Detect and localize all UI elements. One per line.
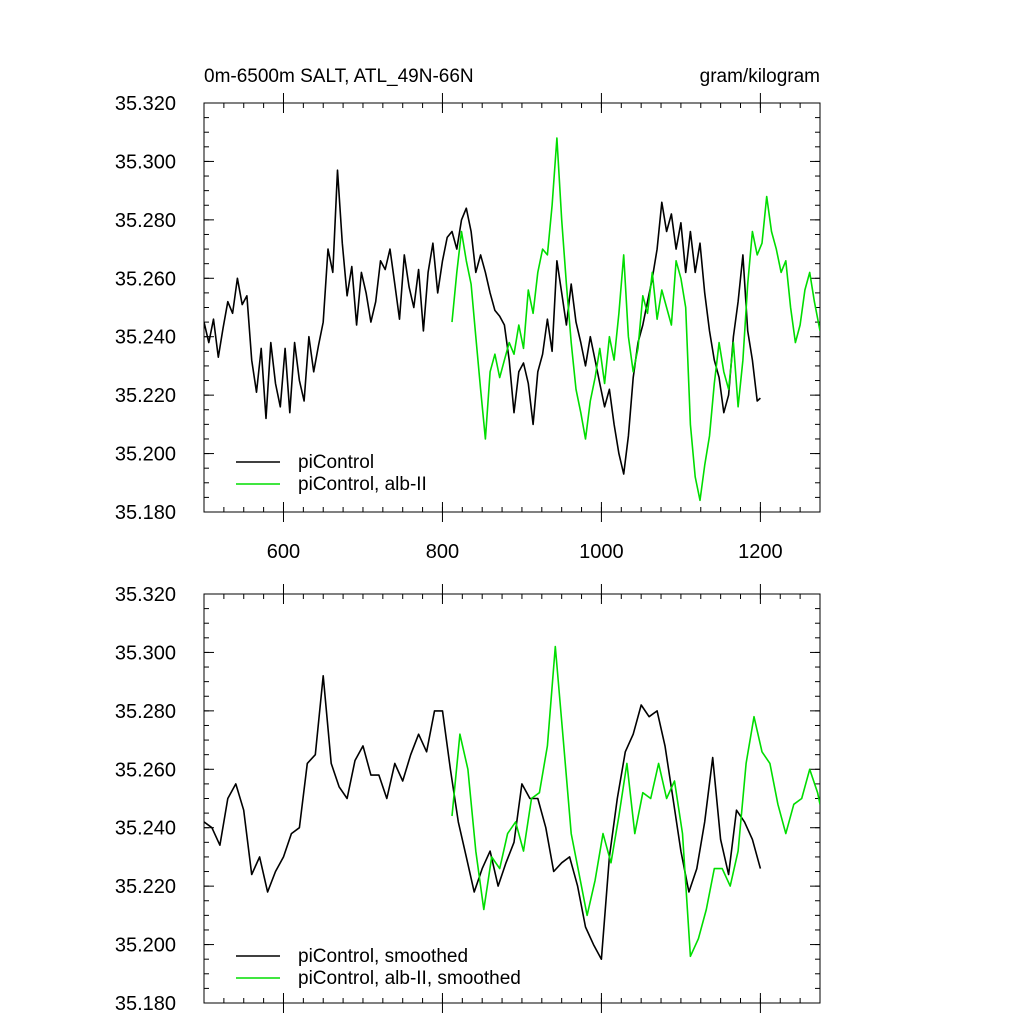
y-tick-label: 35.180 <box>115 993 176 1015</box>
y-tick-label: 35.200 <box>115 935 176 957</box>
legend-label: piControl, alb-II <box>298 474 427 495</box>
legend-label: piControl, alb-II, smoothed <box>298 968 521 989</box>
y-tick-label: 35.180 <box>115 502 176 524</box>
bottom-panel: 35.180 35.200 35.220 35.240 35.260 35.280 35.3… <box>115 584 821 1015</box>
legend-label: piControl <box>298 452 374 473</box>
x-tick-label: 1000 <box>579 541 624 563</box>
series-line-picontrol <box>204 674 762 961</box>
x-tick-label: 1200 <box>738 541 783 563</box>
y-tick-label: 35.280 <box>115 701 176 723</box>
y-tick-label: 35.240 <box>115 327 176 349</box>
y-tick-label: 35.300 <box>115 642 176 664</box>
y-tick-label: 35.220 <box>115 385 176 407</box>
y-tick-label: 35.240 <box>115 818 176 840</box>
plot-frame <box>203 102 821 513</box>
y-tick-label: 35.220 <box>115 876 176 898</box>
legend-label: piControl, smoothed <box>298 946 468 967</box>
y-tick-label: 35.260 <box>115 268 176 290</box>
y-tick-label: 35.280 <box>115 210 176 232</box>
series-line-picontrol <box>204 169 761 475</box>
y-tick-label: 35.320 <box>115 93 176 115</box>
top-panel: 35.180 35.200 35.220 35.240 35.260 35.280 35.3… <box>115 93 821 563</box>
y-tick-label: 35.300 <box>115 151 176 173</box>
x-tick-label: 600 <box>267 541 300 563</box>
plot-frame <box>203 593 821 1004</box>
y-tick-label: 35.200 <box>115 444 176 466</box>
y-tick-label: 35.260 <box>115 759 176 781</box>
y-tick-label: 35.320 <box>115 584 176 606</box>
series-line-alb-ii <box>451 645 820 958</box>
x-tick-label: 800 <box>426 541 459 563</box>
units-label: gram/kilogram <box>700 66 820 87</box>
chart-title: 0m-6500m SALT, ATL_49N-66N <box>204 66 474 87</box>
series-line-alb-ii <box>451 137 820 502</box>
